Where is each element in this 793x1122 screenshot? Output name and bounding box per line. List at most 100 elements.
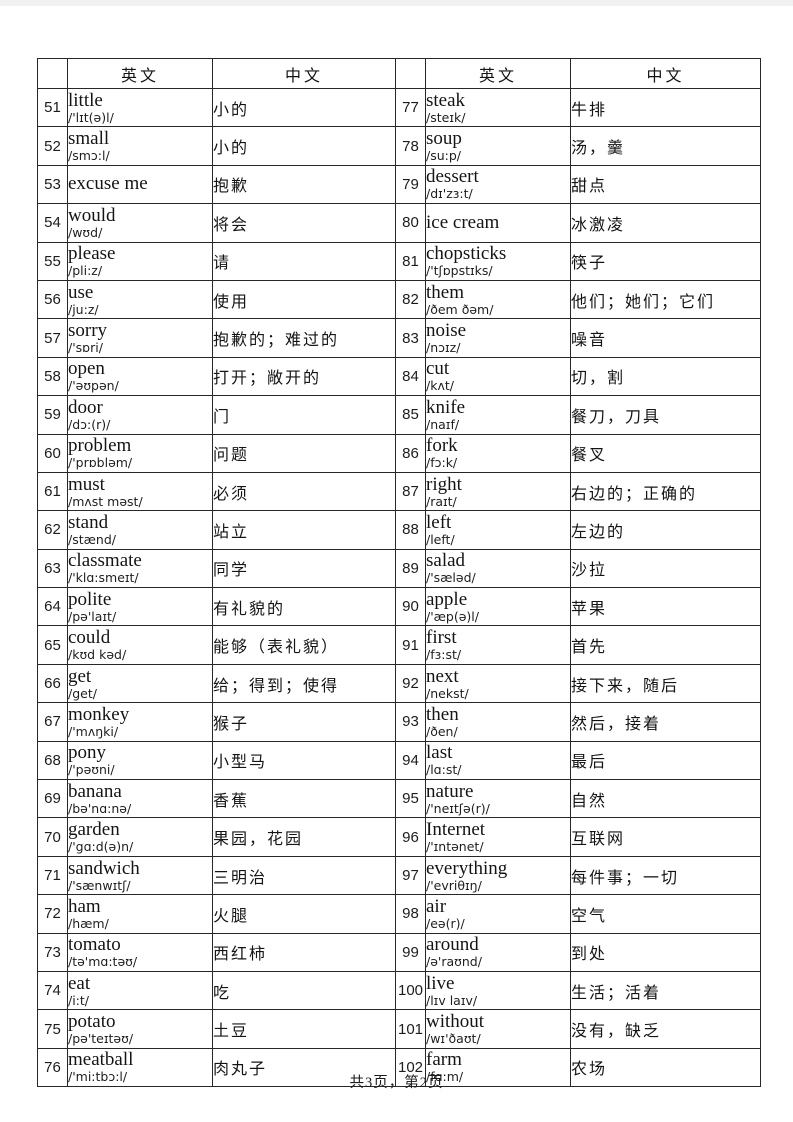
row-number: 97 xyxy=(395,855,426,896)
table-row: 76 meatball/'mi:tbɔ:l/肉丸子 102 farm/fɑ:m/农场 xyxy=(37,1047,761,1088)
row-number: 90 xyxy=(395,587,426,627)
chinese-meaning: 然后，接着 xyxy=(570,702,761,742)
row-number: 71 xyxy=(37,855,68,896)
row-number: 87 xyxy=(395,471,426,512)
phonetic-transcription: /'sænwɪtʃ/ xyxy=(68,877,131,893)
english-word: around xyxy=(426,934,479,956)
phonetic-transcription: /mʌst məst/ xyxy=(68,493,143,509)
english-word-cell: them/ðem ðəm/ xyxy=(425,279,571,320)
english-word: excuse me xyxy=(68,173,148,195)
row-number: 95 xyxy=(395,779,426,819)
vocabulary-table: 英文 中文 英文 中文 51 little/'lɪt(ə)l/小的 77 steak /… xyxy=(37,58,761,1088)
english-word: them xyxy=(426,281,465,303)
english-word: stand xyxy=(68,511,109,533)
row-number: 80 xyxy=(395,203,426,243)
chinese-meaning: 汤，羹 xyxy=(570,126,761,166)
chinese-meaning: 筷子 xyxy=(570,241,761,281)
english-word-cell: tomato/tə'mɑ:təʊ/ xyxy=(67,932,213,972)
english-word: live xyxy=(426,972,455,994)
english-word: use xyxy=(68,281,94,303)
english-word-cell: ice cream xyxy=(425,203,571,243)
chinese-meaning: 香蕉 xyxy=(212,779,396,819)
english-word-cell: meatball/'mi:tbɔ:l/ xyxy=(67,1047,213,1088)
header-number-right xyxy=(395,58,426,89)
row-number: 53 xyxy=(37,164,68,205)
row-number: 68 xyxy=(37,740,68,781)
table-row: 62 stand/stænd/站立 88 left/left/左边的 xyxy=(37,510,761,550)
table-row: 67 monkey/'mʌŋki/猴子 93 then/ðen/然后，接着 xyxy=(37,702,761,742)
phonetic-transcription: /'lɪt(ə)l/ xyxy=(68,109,114,125)
english-word-cell: steak/steɪk/ xyxy=(425,87,571,128)
english-word: without xyxy=(426,1011,485,1033)
phonetic-transcription: /'sæləd/ xyxy=(426,570,476,586)
english-word-cell: get/get/ xyxy=(67,663,213,704)
chinese-meaning: 将会 xyxy=(212,203,396,243)
english-word-cell: farm/fɑ:m/ xyxy=(425,1047,571,1088)
table-row: 73 tomato/tə'mɑ:təʊ/西红柿 99 around/ə'raʊnd/到… xyxy=(37,932,761,972)
header-english-left: 英文 xyxy=(67,58,213,89)
chinese-meaning: 噪音 xyxy=(570,318,761,358)
phonetic-transcription: /wɪ'ðaʊt/ xyxy=(426,1031,481,1047)
chinese-meaning: 没有，缺乏 xyxy=(570,1009,761,1049)
chinese-meaning: 农场 xyxy=(570,1047,761,1088)
row-number: 65 xyxy=(37,625,68,665)
chinese-meaning: 首先 xyxy=(570,625,761,665)
english-word: would xyxy=(68,204,116,226)
chinese-meaning: 西红柿 xyxy=(212,932,396,972)
english-word-cell: fork/fɔ:k/ xyxy=(425,433,571,473)
phonetic-transcription: /fɜ:st/ xyxy=(426,647,462,663)
english-word: door xyxy=(68,396,103,418)
english-word-cell: open/'əʊpən/ xyxy=(67,356,213,397)
phonetic-transcription: /smɔ:l/ xyxy=(68,148,110,164)
phonetic-transcription: /dɪ'zɜ:t/ xyxy=(426,186,473,202)
chinese-meaning: 打开；敞开的 xyxy=(212,356,396,397)
chinese-meaning: 三明治 xyxy=(212,855,396,896)
phonetic-transcription: /'prɒbləm/ xyxy=(68,455,133,471)
english-word: knife xyxy=(426,396,466,418)
english-word: ice cream xyxy=(426,211,500,233)
chinese-meaning: 切，割 xyxy=(570,356,761,397)
english-word: monkey xyxy=(68,703,130,725)
row-number: 86 xyxy=(395,433,426,473)
chinese-meaning: 猴子 xyxy=(212,702,396,742)
table-row: 58 open/'əʊpən/打开；敞开的 84 cut/kʌt/切，割 xyxy=(37,356,761,397)
phonetic-transcription: /get/ xyxy=(68,685,97,701)
english-word-cell: air/eə(r)/ xyxy=(425,894,571,934)
row-number: 84 xyxy=(395,356,426,397)
chinese-meaning: 门 xyxy=(212,395,396,435)
table-row: 51 little/'lɪt(ə)l/小的 77 steak/steɪk/牛排 xyxy=(37,87,761,128)
row-number: 91 xyxy=(395,625,426,665)
chinese-meaning: 餐刀，刀具 xyxy=(570,395,761,435)
phonetic-transcription: /stænd/ xyxy=(68,531,116,547)
row-number: 83 xyxy=(395,318,426,358)
english-word-cell: polite/pə'laɪt/ xyxy=(67,587,213,627)
phonetic-transcription: /pə'teɪtəʊ/ xyxy=(68,1031,134,1047)
row-number: 99 xyxy=(395,932,426,972)
row-number: 101 xyxy=(395,1009,426,1049)
phonetic-transcription: /naɪf/ xyxy=(426,416,460,432)
english-word: classmate xyxy=(68,550,142,572)
english-word: fork xyxy=(426,435,458,457)
table-row: 71 sandwich/'sænwɪtʃ/三明治 97 everything/'evr… xyxy=(37,855,761,896)
phonetic-transcription: /left/ xyxy=(426,531,455,547)
phonetic-transcription: /'sɒri/ xyxy=(68,340,103,356)
phonetic-transcription: /ə'raʊnd/ xyxy=(426,954,482,970)
row-number: 70 xyxy=(37,817,68,857)
english-word: problem xyxy=(68,435,132,457)
phonetic-transcription: /bə'nɑ:nə/ xyxy=(68,800,132,816)
row-number: 67 xyxy=(37,702,68,742)
row-number: 62 xyxy=(37,510,68,550)
english-word-cell: salad/'sæləd/ xyxy=(425,548,571,589)
english-word: then xyxy=(426,703,459,725)
english-word: steak xyxy=(426,89,466,111)
phonetic-transcription: /'tʃɒpstɪks/ xyxy=(426,263,493,279)
phonetic-transcription: /hæm/ xyxy=(68,915,109,931)
phonetic-transcription: /fɑ:m/ xyxy=(426,1069,464,1085)
chinese-meaning: 生活；活着 xyxy=(570,970,761,1011)
phonetic-transcription: /ju:z/ xyxy=(68,301,99,317)
row-number: 76 xyxy=(37,1047,68,1088)
table-row: 70 garden/'gɑ:d(ə)n/果园，花园 96 Internet/'ɪntə… xyxy=(37,817,761,857)
table-row: 60 problem/'prɒbləm/问题 86 fork/fɔ:k/餐叉 xyxy=(37,433,761,473)
phonetic-transcription: /pə'laɪt/ xyxy=(68,608,117,624)
row-number: 98 xyxy=(395,894,426,934)
